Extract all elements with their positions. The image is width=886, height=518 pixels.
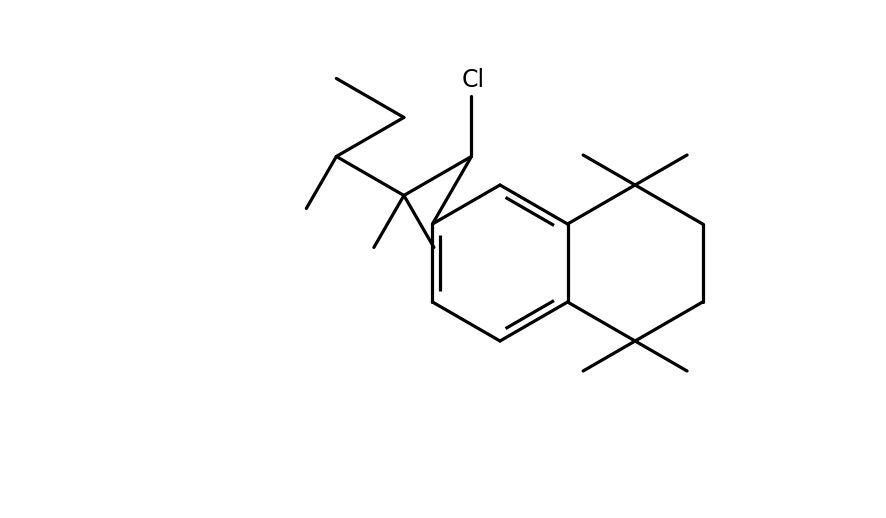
Text: Cl: Cl [462,68,485,92]
